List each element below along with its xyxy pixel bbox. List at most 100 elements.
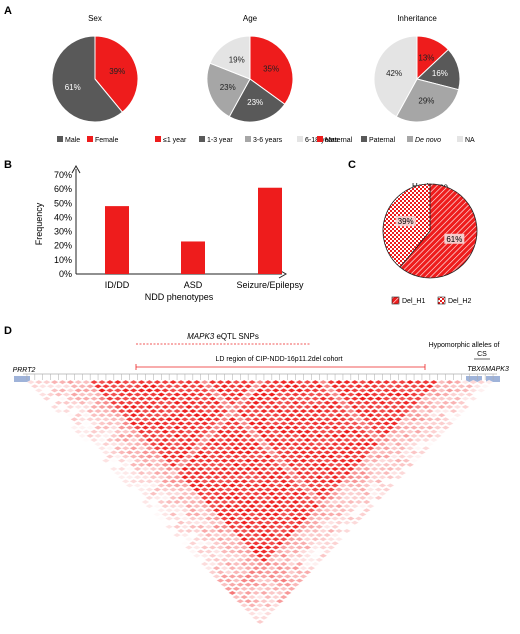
ld-cell xyxy=(386,408,395,414)
ld-cell xyxy=(220,491,229,496)
ld-cell xyxy=(283,450,292,455)
ld-cell xyxy=(208,462,217,468)
ld-cell xyxy=(236,483,245,488)
ld-cell xyxy=(390,388,399,393)
ld-cell xyxy=(137,487,146,492)
ld-cell xyxy=(232,429,241,434)
ld-cell xyxy=(275,425,284,430)
ld-cell xyxy=(224,561,233,567)
ld-cell xyxy=(299,441,308,447)
ld-cell xyxy=(366,396,375,401)
ld-cell xyxy=(263,586,273,592)
ld-cell xyxy=(453,396,462,401)
ld-cell xyxy=(105,437,115,443)
ld-cell xyxy=(196,491,205,496)
ld-cell xyxy=(386,392,395,397)
ld-cell xyxy=(228,458,237,463)
ld-cell xyxy=(232,528,241,534)
ld-cell xyxy=(101,384,111,389)
ld-cell xyxy=(216,503,225,509)
ld-cell xyxy=(247,570,257,575)
ld-cell xyxy=(409,441,419,447)
ld-cell xyxy=(390,421,399,426)
ld-cell xyxy=(287,421,296,426)
ld-cell xyxy=(149,433,158,439)
ld-cell xyxy=(81,412,91,418)
ld-cell xyxy=(354,417,363,422)
ld-cell xyxy=(334,512,344,517)
ld-cell xyxy=(188,491,198,496)
ld-cell xyxy=(295,495,304,501)
ld-cell xyxy=(243,400,253,406)
ld-cell xyxy=(326,388,336,393)
ld-cell xyxy=(267,392,277,397)
ld-cell xyxy=(366,446,375,451)
ld-cell xyxy=(315,417,324,422)
ld-cell xyxy=(220,565,229,571)
ld-cell xyxy=(267,508,277,513)
ld-cell xyxy=(180,491,190,496)
ld-cell xyxy=(433,384,442,389)
ld-cell xyxy=(78,417,87,422)
ld-cell xyxy=(224,479,233,484)
ld-cell xyxy=(370,458,379,463)
ld-cell xyxy=(62,384,71,389)
ld-cell xyxy=(318,454,328,459)
ld-cell xyxy=(232,512,241,517)
ld-cell xyxy=(164,474,174,480)
ld-cell xyxy=(425,441,435,447)
ld-cell xyxy=(184,429,194,434)
ld-cell xyxy=(263,594,273,600)
ld-cell xyxy=(303,536,312,542)
ld-cell xyxy=(188,508,198,513)
ld-cell xyxy=(279,446,288,451)
ld-cell xyxy=(255,594,265,600)
ld-cell xyxy=(421,388,431,393)
ld-cell xyxy=(164,499,174,505)
ld-cell xyxy=(291,408,300,414)
ld-cell xyxy=(283,532,292,538)
ld-cell xyxy=(184,512,194,517)
ld-cell xyxy=(208,545,217,550)
ld-cell xyxy=(188,458,198,463)
ld-cell xyxy=(228,557,237,563)
ld-cell xyxy=(220,474,229,480)
ld-cell xyxy=(176,396,186,401)
ld-cell xyxy=(409,384,419,389)
ld-cell xyxy=(243,483,253,488)
ld-cell xyxy=(117,400,126,406)
ld-cell xyxy=(322,450,332,455)
ld-cell xyxy=(117,450,126,455)
ld-cell xyxy=(176,528,186,534)
ld-cell xyxy=(168,512,178,517)
ld-cell xyxy=(224,388,233,393)
ld-cell xyxy=(216,388,225,393)
ld-cell xyxy=(137,429,146,434)
ld-cell xyxy=(449,417,458,422)
ld-cell xyxy=(287,561,296,567)
ld-cell xyxy=(287,520,296,525)
ld-cell xyxy=(453,379,462,385)
ld-cell xyxy=(236,541,245,546)
ld-cell xyxy=(236,474,245,480)
ld-cell xyxy=(184,421,194,426)
ld-cell xyxy=(417,441,427,447)
ld-cell xyxy=(125,483,134,488)
ld-cell xyxy=(232,388,241,393)
ld-cell xyxy=(236,433,245,439)
ld-cell xyxy=(113,379,123,385)
ld-cell xyxy=(263,454,273,459)
ld-cell xyxy=(307,458,316,463)
ld-cell xyxy=(247,503,257,509)
ld-cell xyxy=(58,379,67,385)
ld-cell xyxy=(326,429,336,434)
ld-cell xyxy=(299,392,308,397)
prrt2-gene-box xyxy=(14,376,30,382)
ld-cell xyxy=(362,433,371,439)
ld-cell xyxy=(232,536,241,542)
ld-cell xyxy=(366,437,375,443)
ld-cell xyxy=(192,528,202,534)
ld-cell xyxy=(330,400,340,406)
ld-cell xyxy=(334,446,344,451)
ld-cell xyxy=(279,421,288,426)
